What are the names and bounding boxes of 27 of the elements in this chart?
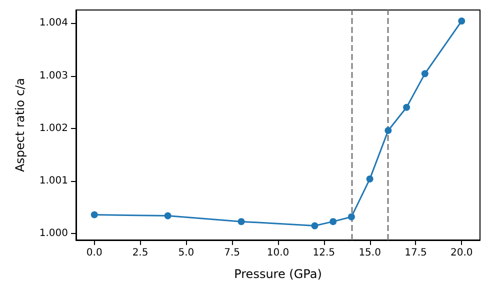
point	[458, 18, 466, 25]
point	[164, 212, 172, 220]
point	[421, 70, 428, 78]
point	[311, 222, 318, 230]
y-tick-label: 1.002	[39, 122, 68, 134]
x-tick-label: 15.0	[358, 248, 381, 258]
x-tick-label: 7.5	[224, 248, 240, 258]
x-tick-label: 0.0	[86, 248, 102, 258]
x-axis-title: Pressure (GPa)	[234, 267, 322, 281]
y-tick-label: 1.001	[39, 176, 68, 187]
y-tick-label: 1.003	[39, 70, 68, 82]
x-tick-label: 2.5	[132, 248, 148, 258]
x-tick-label: 17.5	[404, 248, 427, 258]
point	[330, 218, 337, 226]
point	[384, 127, 392, 134]
point	[366, 175, 374, 182]
y-tick-label: 1.000	[39, 228, 68, 240]
x-tick-label: 12.5	[312, 248, 336, 258]
point	[238, 218, 245, 226]
x-tick-label: 5.0	[178, 248, 194, 258]
point	[403, 104, 410, 111]
point	[348, 213, 355, 220]
point	[90, 211, 98, 218]
x-tick-label: 10.0	[266, 248, 290, 258]
x-tick-label: 20.0	[450, 248, 473, 258]
y-tick-label: 1.004	[39, 18, 68, 29]
y-axis-title: Aspect ratio c/a	[13, 78, 27, 172]
